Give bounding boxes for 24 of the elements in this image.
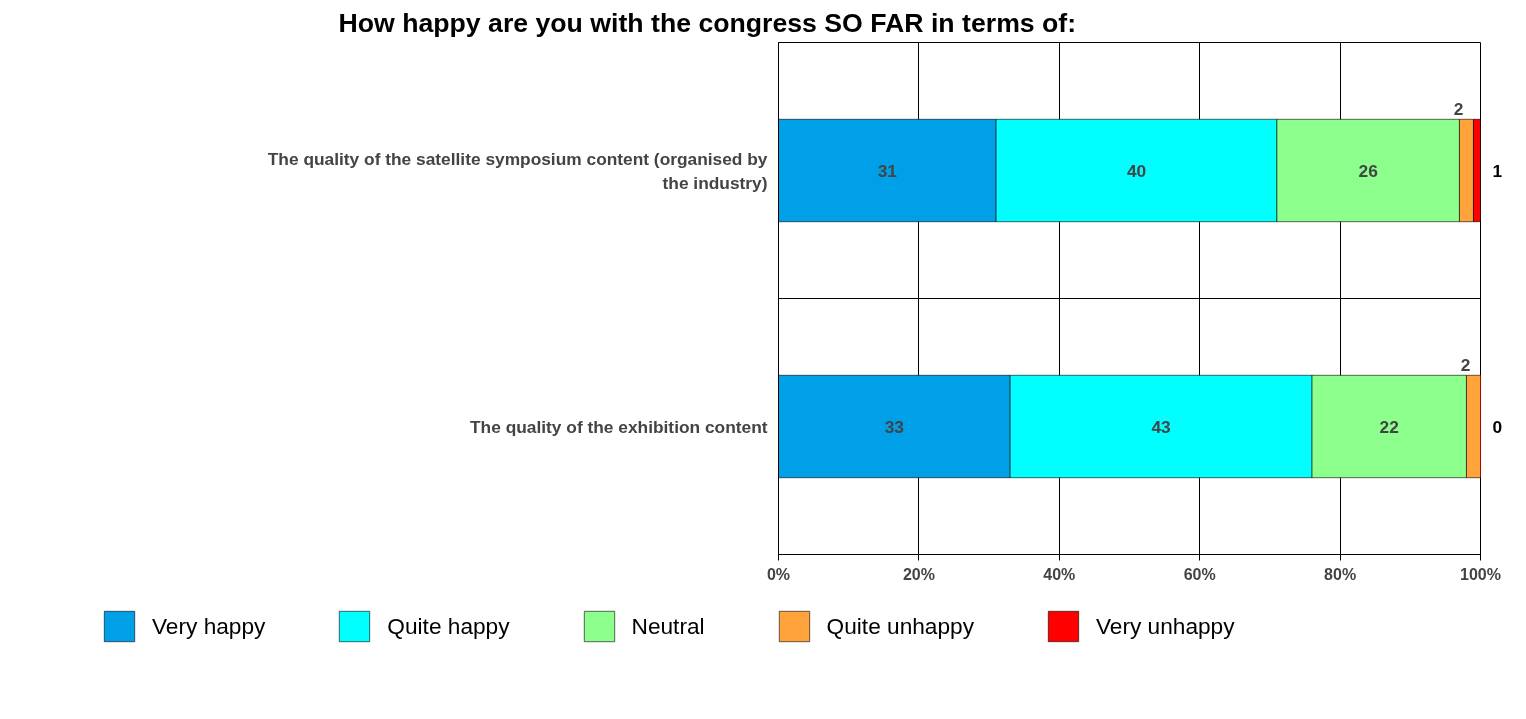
x-tick-label: 100% [1460,565,1501,583]
legend-label: Very happy [152,612,266,640]
legend-label: Quite unhappy [826,612,974,640]
x-tick-label: 80% [1324,565,1357,583]
data-label: 2 [1453,99,1464,120]
x-tick-label: 40% [1043,565,1076,583]
data-label: 33 [884,416,905,437]
y-tick-label: The quality of the exhibition content [470,416,768,437]
chart-title: How happy are you with the congress SO FAR in terms of: [338,7,1077,38]
x-tick-label: 60% [1183,565,1216,583]
legend-label: Very unhappy [1095,612,1235,640]
legend-label: Neutral [631,612,705,640]
x-tick-label: 0% [766,565,791,583]
y-tick-label: The quality of the satellite symposium content (organised by the industry) [267,148,768,193]
data-label: 22 [1379,416,1399,437]
data-label: 31 [877,160,898,181]
data-label: 1 [1492,160,1503,181]
data-label: 43 [1151,416,1172,437]
data-label: 2 [1460,355,1471,376]
data-label: 26 [1358,160,1379,181]
x-tick-label: 20% [902,565,935,583]
legend-label: Quite happy [387,612,510,640]
data-label: 0 [1492,416,1503,437]
data-label: 40 [1126,160,1147,181]
